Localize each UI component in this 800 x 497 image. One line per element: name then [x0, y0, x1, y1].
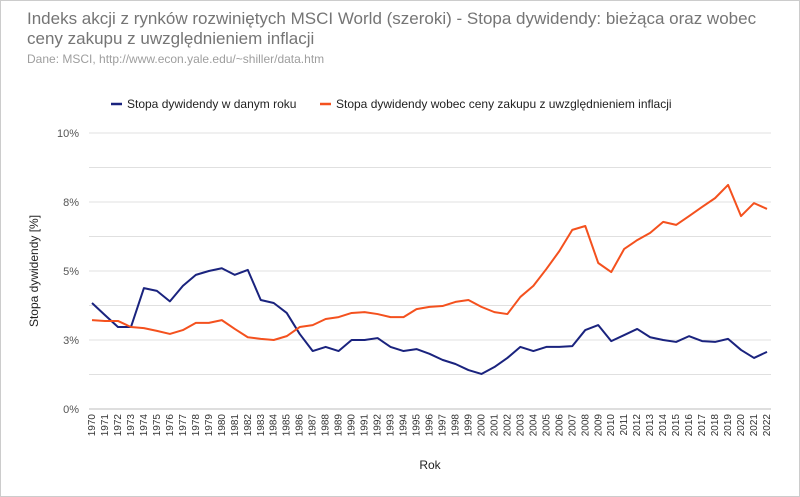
x-tick-label: 1992 [373, 414, 384, 437]
x-tick-label: 1990 [347, 414, 358, 437]
x-tick-label: 2020 [736, 414, 747, 437]
y-axis-label: Stopa dywidendy [%] [27, 215, 41, 327]
chart-subtitle: Dane: MSCI, http://www.econ.yale.edu/~sh… [27, 52, 325, 66]
x-tick-label: 2006 [554, 414, 565, 437]
x-tick-label: 2009 [593, 414, 604, 437]
y-tick-label: 5% [63, 266, 79, 278]
x-tick-label: 1970 [87, 414, 98, 437]
x-tick-label: 1980 [217, 414, 228, 437]
x-tick-label: 2004 [528, 414, 539, 437]
x-tick-label: 1995 [412, 414, 423, 437]
x-tick-label: 2018 [710, 414, 721, 437]
x-tick-label: 2002 [502, 414, 513, 437]
x-tick-label: 1983 [256, 414, 267, 437]
x-tick-label: 1974 [139, 414, 150, 437]
x-tick-label: 2010 [606, 414, 617, 437]
x-tick-label: 1994 [399, 414, 410, 437]
x-tick-label: 2014 [658, 414, 669, 437]
x-tick-label: 2015 [671, 414, 682, 437]
x-tick-label: 1988 [321, 414, 332, 437]
x-tick-label: 1973 [126, 414, 137, 437]
x-tick-label: 1987 [308, 414, 319, 437]
x-tick-label: 1975 [152, 414, 163, 437]
x-tick-label: 1986 [295, 414, 306, 437]
chart-title: Indeks akcji z rynków rozwiniętych MSCI … [27, 9, 757, 48]
x-tick-label: 1979 [204, 414, 215, 437]
x-tick-label: 2021 [749, 414, 760, 437]
x-axis-label: Rok [419, 458, 441, 472]
x-tick-label: 1989 [334, 414, 345, 437]
y-tick-label: 0% [63, 404, 79, 416]
x-tick-label: 1999 [463, 414, 474, 437]
x-tick-label: 1996 [425, 414, 436, 437]
x-tick-label: 2016 [684, 414, 695, 437]
x-tick-label: 2012 [632, 414, 643, 437]
y-tick-label: 10% [57, 128, 79, 140]
x-tick-label: 2019 [723, 414, 734, 437]
y-tick-label: 3% [63, 335, 79, 347]
x-tick-label: 2000 [476, 414, 487, 437]
x-tick-label: 1976 [165, 414, 176, 437]
x-tick-label: 1972 [113, 414, 124, 437]
x-tick-label: 1993 [386, 414, 397, 437]
x-tick-label: 1985 [282, 414, 293, 437]
x-tick-label: 2013 [645, 414, 656, 437]
y-tick-label: 8% [63, 197, 79, 209]
x-tick-label: 2007 [567, 414, 578, 437]
x-tick-label: 1998 [450, 414, 461, 437]
series-line-1 [91, 267, 768, 375]
x-tick-label: 1971 [100, 414, 111, 437]
x-tick-label: 1984 [269, 414, 280, 437]
x-tick-label: 1977 [178, 414, 189, 437]
x-tick-label: 2011 [619, 414, 630, 436]
series-line-2 [91, 183, 768, 341]
x-tick-label: 2008 [580, 414, 591, 437]
x-tick-label: 2005 [541, 414, 552, 437]
x-tick-label: 2017 [697, 414, 708, 437]
x-tick-label: 1982 [243, 414, 254, 437]
legend-label: Stopa dywidendy wobec ceny zakupu z uwzg… [336, 97, 672, 111]
x-tick-label: 2003 [515, 414, 526, 437]
x-tick-label: 1991 [360, 414, 371, 437]
legend-label: Stopa dywidendy w danym roku [127, 97, 296, 111]
x-tick-label: 2001 [489, 414, 500, 437]
x-tick-label: 2022 [762, 414, 773, 437]
x-tick-label: 1997 [437, 414, 448, 437]
x-tick-label: 1981 [230, 414, 241, 437]
x-tick-label: 1978 [191, 414, 202, 437]
